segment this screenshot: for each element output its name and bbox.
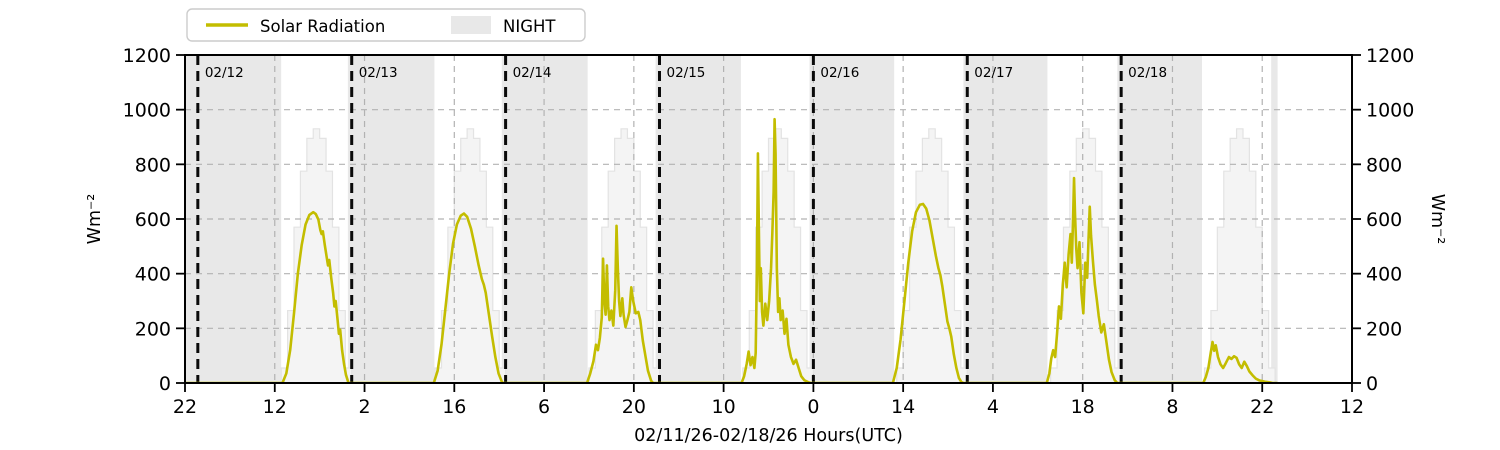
y-tick-label-right: 600: [1366, 209, 1402, 231]
legend-patch-swatch: [451, 16, 491, 34]
x-tick-label: 8: [1166, 396, 1178, 418]
y-axis-label-left: Wm⁻²: [85, 194, 105, 245]
x-tick-label: 2: [358, 396, 370, 418]
y-tick-label-left: 1200: [123, 45, 171, 67]
y-tick-label-right: 0: [1366, 373, 1378, 395]
date-label: 02/14: [513, 65, 552, 81]
clear-sky-steps: [280, 128, 359, 383]
date-label: 02/13: [359, 65, 398, 81]
y-tick-label-right: 400: [1366, 264, 1402, 286]
x-tick-label: 16: [442, 396, 466, 418]
y-tick-label-left: 200: [135, 318, 171, 340]
x-tick-label: 12: [263, 396, 287, 418]
x-tick-label: 4: [987, 396, 999, 418]
y-tick-label-left: 600: [135, 209, 171, 231]
y-tick-label-right: 1200: [1366, 45, 1414, 67]
x-tick-label: 18: [1071, 396, 1095, 418]
x-tick-label: 22: [1250, 396, 1274, 418]
y-tick-label-right: 200: [1366, 318, 1402, 340]
x-tick-label: 20: [622, 396, 646, 418]
x-tick-label: 6: [538, 396, 550, 418]
x-tick-label: 14: [891, 396, 915, 418]
x-tick-label: 22: [173, 396, 197, 418]
x-tick-label: 12: [1340, 396, 1364, 418]
plot-area: 02/12 02/13 02/14 02/15 02/16 02/17 02/18: [185, 55, 1352, 383]
solar-radiation-line: [185, 117, 1279, 383]
y-tick-label-right: 800: [1366, 154, 1402, 176]
date-label: 02/17: [974, 65, 1013, 81]
y-tick-label-left: 0: [159, 373, 171, 395]
y-tick-label-right: 1000: [1366, 100, 1414, 122]
y-axis-label-right: Wm⁻²: [1427, 194, 1447, 245]
y-tick-label-left: 400: [135, 264, 171, 286]
legend-label-solar-radiation: Solar Radiation: [260, 17, 385, 36]
x-tick-label: 10: [712, 396, 736, 418]
date-label: 02/16: [820, 65, 859, 81]
y-tick-label-left: 1000: [123, 100, 171, 122]
x-axis-label: 02/11/26-02/18/26 Hours(UTC): [634, 426, 903, 446]
legend: Solar Radiation NIGHT: [186, 8, 586, 42]
date-label: 02/18: [1128, 65, 1167, 81]
legend-label-night: NIGHT: [503, 17, 556, 36]
date-label: 02/12: [205, 65, 244, 81]
x-tick-label: 0: [807, 396, 819, 418]
y-tick-label-left: 800: [135, 154, 171, 176]
date-label: 02/15: [666, 65, 705, 81]
